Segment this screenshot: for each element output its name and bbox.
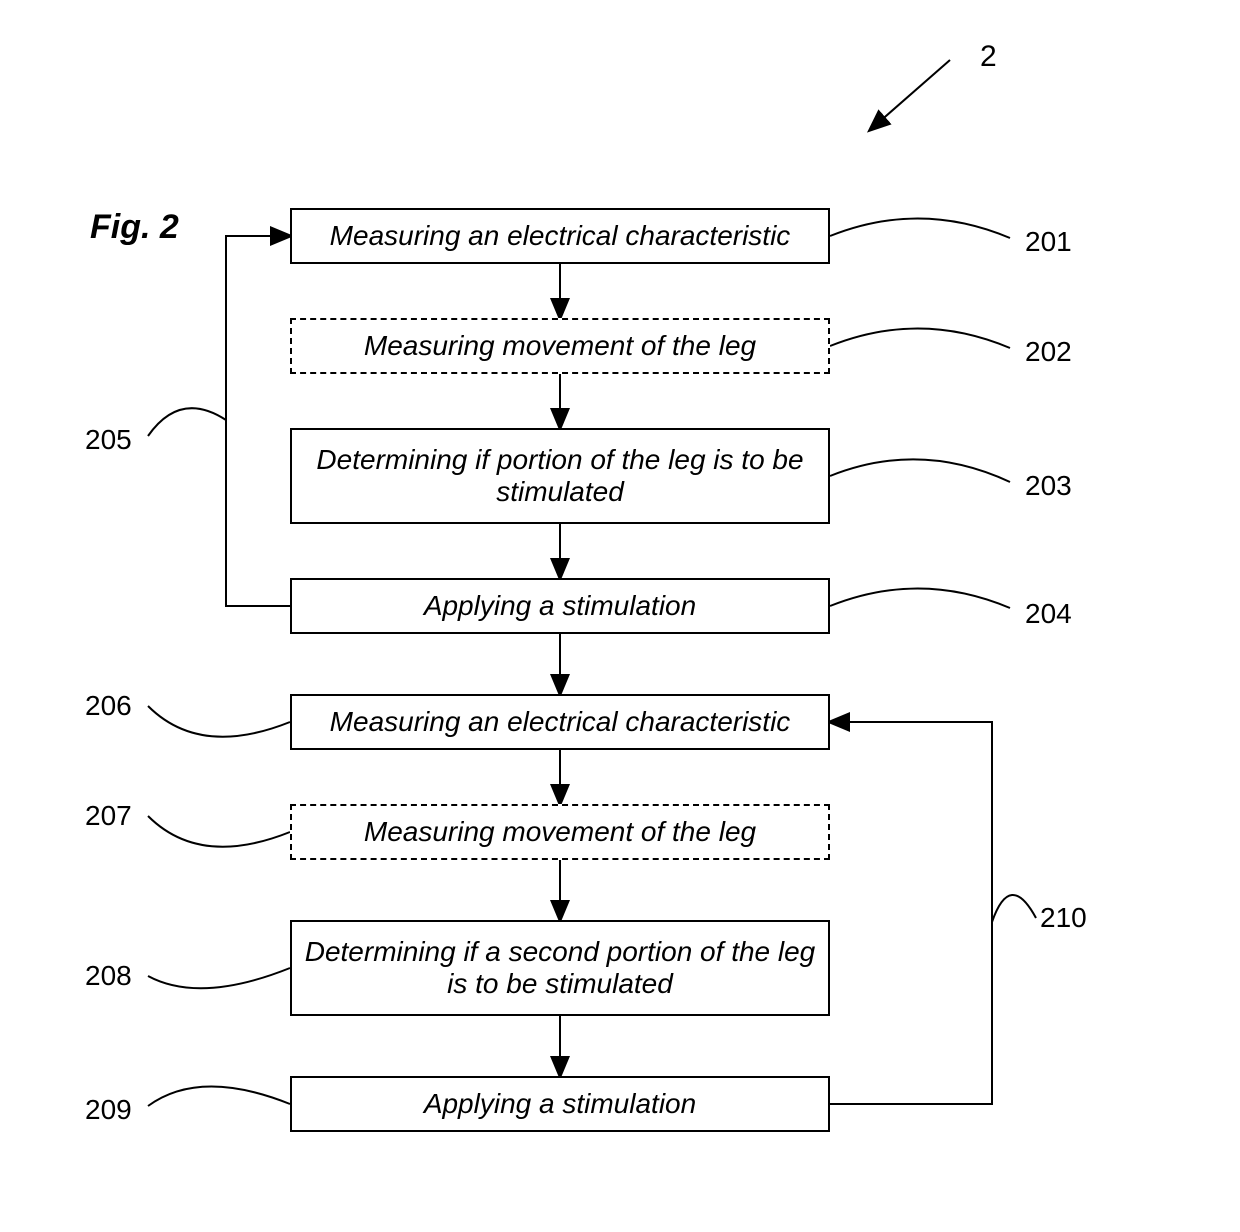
- flow-box-label: Applying a stimulation: [424, 590, 696, 622]
- flow-box-208: Determining if a second portion of the l…: [290, 920, 830, 1016]
- flow-box-202: Measuring movement of the leg: [290, 318, 830, 374]
- ref-label-205: 205: [85, 424, 132, 456]
- flow-box-label: Measuring movement of the leg: [364, 330, 756, 362]
- ref-label-204: 204: [1025, 598, 1072, 630]
- ref-label-208: 208: [85, 960, 132, 992]
- ref-label-201: 201: [1025, 226, 1072, 258]
- flow-box-204: Applying a stimulation: [290, 578, 830, 634]
- ref-label-210: 210: [1040, 902, 1087, 934]
- pointer-label: 2: [980, 40, 997, 74]
- flow-box-label: Measuring an electrical characteristic: [330, 706, 791, 738]
- flow-box-203: Determining if portion of the leg is to …: [290, 428, 830, 524]
- flow-box-label: Determining if portion of the leg is to …: [304, 444, 816, 508]
- figure-title: Fig. 2: [90, 208, 179, 247]
- ref-label-209: 209: [85, 1094, 132, 1126]
- flow-box-label: Measuring movement of the leg: [364, 816, 756, 848]
- flow-box-label: Determining if a second portion of the l…: [304, 936, 816, 1000]
- ref-label-206: 206: [85, 690, 132, 722]
- flow-box-label: Applying a stimulation: [424, 1088, 696, 1120]
- flow-box-201: Measuring an electrical characteristic: [290, 208, 830, 264]
- flow-box-label: Measuring an electrical characteristic: [330, 220, 791, 252]
- flow-box-206: Measuring an electrical characteristic: [290, 694, 830, 750]
- ref-label-202: 202: [1025, 336, 1072, 368]
- ref-label-203: 203: [1025, 470, 1072, 502]
- flow-box-209: Applying a stimulation: [290, 1076, 830, 1132]
- ref-label-207: 207: [85, 800, 132, 832]
- flow-box-207: Measuring movement of the leg: [290, 804, 830, 860]
